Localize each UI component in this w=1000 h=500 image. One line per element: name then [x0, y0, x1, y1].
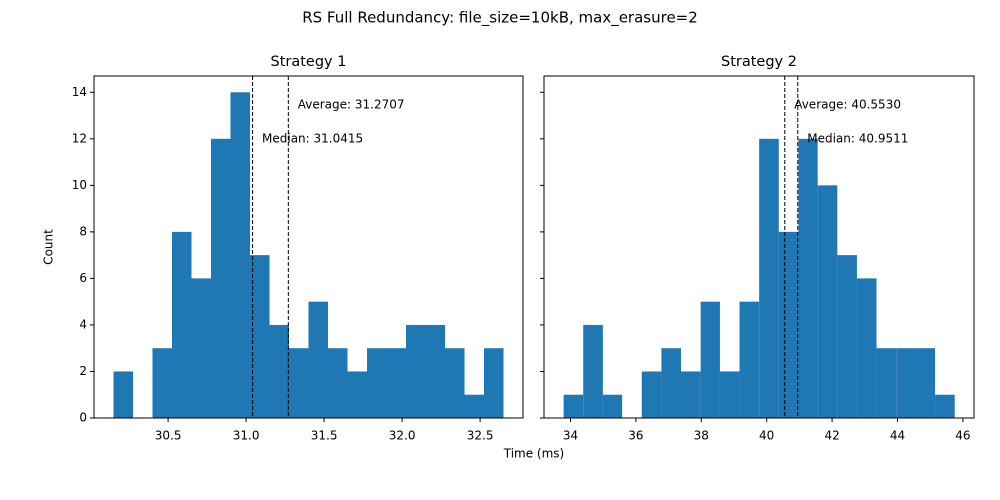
histogram-bar — [367, 348, 387, 418]
histogram-bar — [739, 301, 760, 418]
histogram-bar — [269, 324, 289, 418]
y-tick-label: 10 — [72, 178, 87, 192]
histogram-bar — [445, 348, 465, 418]
y-tick-label: 2 — [79, 364, 87, 378]
x-tick-label: 34 — [563, 429, 578, 443]
histogram-bar — [681, 371, 701, 418]
figure-title: RS Full Redundancy: file_size=10kB, max_… — [302, 9, 698, 28]
histogram-bar — [915, 348, 936, 418]
histogram-bar — [250, 255, 270, 418]
x-tick-label: 40 — [759, 429, 774, 443]
panel-title: Strategy 1 — [271, 54, 347, 70]
histogram-bar — [328, 348, 348, 418]
histogram-bar — [425, 324, 445, 418]
histogram-bar — [759, 138, 779, 418]
histogram-bar — [817, 185, 838, 418]
histogram-bar — [347, 371, 367, 418]
y-tick-label: 6 — [79, 271, 87, 285]
mean-annotation: Average: 40.5530 — [794, 98, 901, 112]
y-tick-label: 0 — [79, 411, 87, 425]
histogram-bar — [289, 348, 309, 418]
histogram-bar — [172, 231, 192, 418]
histogram-bar — [308, 301, 328, 418]
y-axis-label: Count — [42, 229, 56, 265]
axes-frame — [93, 75, 524, 419]
median-annotation: Median: 40.9511 — [807, 132, 908, 146]
histogram-bar — [406, 324, 426, 418]
y-tick-label: 14 — [72, 85, 87, 99]
histogram-bar — [661, 348, 682, 418]
histogram-bar — [563, 394, 584, 418]
y-tick-label: 12 — [72, 131, 87, 145]
panel-title: Strategy 2 — [721, 54, 797, 70]
histogram-bar — [876, 348, 897, 418]
x-tick-label: 30.5 — [155, 429, 182, 443]
x-tick-label: 31.0 — [233, 429, 260, 443]
x-tick-label: 32.5 — [467, 429, 494, 443]
y-tick-label: 4 — [79, 317, 87, 331]
x-tick-label: 44 — [890, 429, 905, 443]
axes-frame — [543, 75, 975, 419]
histogram-bar — [211, 138, 231, 418]
histogram-bar — [856, 278, 877, 418]
x-tick-label: 31.5 — [311, 429, 338, 443]
mean-annotation: Average: 31.2707 — [298, 98, 405, 112]
histogram-bar — [719, 371, 740, 418]
x-axis-label: Time (ms) — [503, 447, 565, 461]
histogram-bar — [641, 371, 662, 418]
x-tick-label: 38 — [694, 429, 709, 443]
histogram-bar — [700, 301, 720, 418]
y-tick-label: 8 — [79, 224, 87, 238]
histogram-bar — [583, 324, 603, 418]
histogram-bar — [191, 278, 211, 418]
histogram-bar — [484, 348, 504, 418]
histogram-bar — [152, 348, 172, 418]
x-tick-label: 42 — [824, 429, 839, 443]
histogram-bar — [837, 255, 857, 418]
x-tick-label: 46 — [955, 429, 970, 443]
histogram-bar — [464, 394, 484, 418]
histogram-bar — [386, 348, 406, 418]
histogram-bar — [935, 394, 955, 418]
histogram-bar — [113, 371, 133, 418]
histogram-bar — [602, 394, 623, 418]
histogram-bar — [798, 138, 818, 418]
histogram-bar — [230, 92, 250, 419]
x-tick-label: 32.0 — [389, 429, 416, 443]
x-tick-label: 36 — [628, 429, 643, 443]
median-annotation: Median: 31.0415 — [262, 132, 363, 146]
histogram-bar — [778, 231, 799, 418]
histogram-bar — [896, 348, 916, 418]
